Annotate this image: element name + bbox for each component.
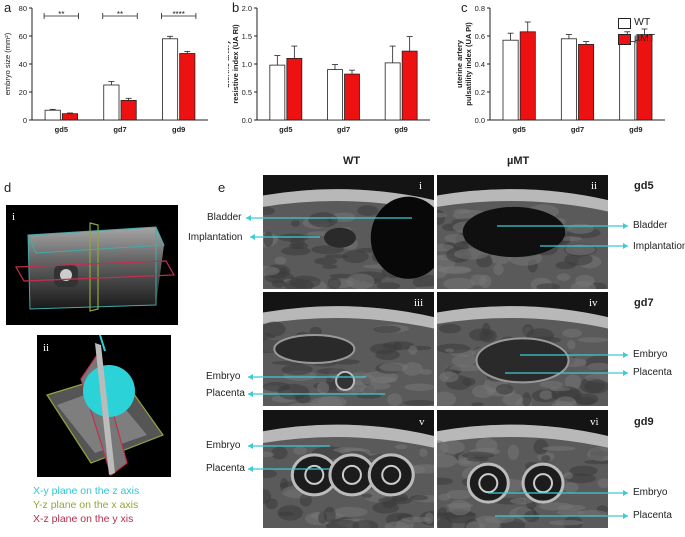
- 3d-volume-render: [6, 205, 178, 325]
- arrow-placenta-wt-gd9-head: [248, 466, 253, 472]
- chart-ua-ri: 0.0 0.5 1.0 1.5 2.0 uterine arteryresistive i…: [228, 4, 430, 134]
- label-placenta-wt-gd7: Placenta: [206, 388, 245, 399]
- arrow-placenta-wt-gd7-head: [248, 391, 253, 397]
- arrow-placenta-umt-gd7-head: [623, 370, 628, 376]
- chart-c-ytick-label: 0.4: [475, 60, 485, 69]
- chart-a-ytick-label: 40: [19, 60, 27, 69]
- plane-caption-xz: X-z plane on the y xis: [33, 513, 134, 525]
- arrow-placenta-umt-gd9-head: [623, 513, 628, 519]
- label-bladder-wt: Bladder: [207, 212, 242, 223]
- image-num-v: v: [419, 416, 425, 428]
- chart-b-ytick-label: 1.5: [242, 32, 252, 41]
- column-header-wt: WT: [343, 155, 361, 167]
- chart-a-xtick-gd7: gd7: [113, 125, 126, 134]
- image-num-ii: ii: [591, 180, 598, 192]
- panel-d-sub-ii: ii: [43, 342, 50, 354]
- chart-b-ytick-label: 2.0: [242, 4, 252, 13]
- label-placenta-umt-gd9: Placenta: [633, 510, 672, 521]
- chart-embryo-size: 0 20 40 60 80 embryo size (mm²) gd5 ** gd7 ** gd9 *…: [3, 4, 208, 134]
- chart-a-sig-label-gd9: ****: [172, 10, 184, 19]
- plane-caption-xy: X-y plane on the z axis: [33, 485, 140, 497]
- label-placenta-wt-gd9: Placenta: [206, 463, 245, 474]
- arrow-embryo-umt-gd7-head: [623, 352, 628, 358]
- chart-a-ylabel: embryo size (mm²): [3, 32, 12, 95]
- panel-label-c: c: [461, 0, 468, 15]
- label-embryo-wt-gd7: Embryo: [206, 371, 241, 382]
- chart-c-ytick-label: 0.0: [475, 116, 485, 125]
- chart-c-ytick-label: 0.2: [475, 88, 485, 97]
- panel-label-d: d: [4, 180, 12, 195]
- chart-b-xtick-gd7: gd7: [337, 125, 350, 134]
- panel-label-a: a: [4, 0, 12, 15]
- arrow-bladder-umt-head: [623, 223, 628, 229]
- label-embryo-wt-gd9: Embryo: [206, 440, 241, 451]
- chart-b-xtick-gd9: gd9: [394, 125, 407, 134]
- image-num-i: i: [419, 180, 423, 192]
- column-header-umt: µMT: [507, 155, 530, 167]
- arrow-embryo-wt-gd7-head: [248, 374, 253, 380]
- label-implantation-wt: Implantation: [188, 232, 243, 243]
- ultrasound-umt-gd9: [437, 410, 608, 528]
- chart-c-ytick-label: 0.6: [475, 32, 485, 41]
- image-num-vi: vi: [590, 416, 599, 428]
- row-label-gd5: gd5: [634, 180, 654, 192]
- ultrasound-umt-gd7: [437, 292, 608, 406]
- ultrasound-umt-gd5: [437, 175, 608, 289]
- chart-a-xtick-gd9: gd9: [172, 125, 185, 134]
- chart-a-sig-label-gd5: **: [58, 10, 64, 19]
- image-num-iii: iii: [414, 297, 424, 309]
- chart-c-xtick-gd9: gd9: [629, 125, 642, 134]
- arrow-bladder-wt-head: [246, 215, 251, 221]
- chart-a-sig-label-gd7: **: [117, 10, 123, 19]
- legend-label-umt: µMT: [634, 32, 656, 44]
- legend-swatch-umt: [618, 34, 631, 45]
- chart-c-ylabel: uterine arterypulsatility index (UA PI): [455, 22, 473, 106]
- chart-a-ytick-label: 80: [19, 4, 27, 13]
- legend-swatch-wt: [618, 18, 631, 29]
- chart-b-ylabel: uterine arteryresistive index (UA RI): [228, 24, 240, 104]
- arrow-embryo-umt-gd9-head: [623, 490, 628, 496]
- arrow-implantation-umt-head: [623, 243, 628, 249]
- label-bladder-umt: Bladder: [633, 220, 668, 231]
- label-embryo-umt-gd9: Embryo: [633, 487, 668, 498]
- chart-a-ytick-label: 60: [19, 32, 27, 41]
- chart-b-xtick-gd5: gd5: [279, 125, 292, 134]
- ultrasound-wt-gd5: [263, 175, 434, 289]
- chart-a-ytick-label: 20: [19, 88, 27, 97]
- label-placenta-umt-gd7: Placenta: [633, 367, 672, 378]
- legend-label-wt: WT: [634, 16, 651, 28]
- chart-c-ytick-label: 0.8: [475, 4, 485, 13]
- label-implantation-umt: Implantation: [633, 241, 685, 252]
- chart-b-ytick-label: 1.0: [242, 60, 252, 69]
- ultrasound-wt-gd7: [263, 292, 434, 406]
- arrow-implantation-wt-head: [250, 234, 255, 240]
- row-label-gd7: gd7: [634, 297, 654, 309]
- chart-a-xtick-gd5: gd5: [55, 125, 68, 134]
- arrow-embryo-wt-gd9-head: [248, 443, 253, 449]
- chart-b-ytick-label: 0.0: [242, 116, 252, 125]
- label-embryo-umt-gd7: Embryo: [633, 349, 668, 360]
- chart-c-xtick-gd5: gd5: [512, 125, 525, 134]
- panel-label-b: b: [232, 0, 240, 15]
- image-num-iv: iv: [589, 297, 598, 309]
- plane-caption-yz: Y-z plane on the x axis: [33, 499, 139, 511]
- panel-d-sub-i: i: [12, 211, 16, 223]
- chart-b-ytick-label: 0.5: [242, 88, 252, 97]
- panel-label-e: e: [218, 180, 226, 195]
- chart-a-ytick-label: 0: [23, 116, 27, 125]
- row-label-gd9: gd9: [634, 416, 654, 428]
- chart-c-xtick-gd7: gd7: [571, 125, 584, 134]
- orthogonal-planes-render: [37, 335, 171, 477]
